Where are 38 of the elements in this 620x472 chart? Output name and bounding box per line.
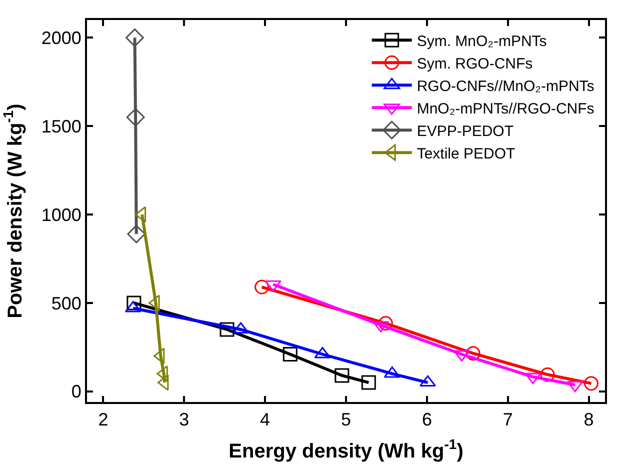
point [361, 375, 376, 390]
y-tick-label: 1000 [41, 204, 82, 225]
legend-label: MnO₂-mPNTs//RGO-CNFs [416, 100, 594, 118]
y-tick-label: 500 [51, 293, 82, 314]
legend-label: Textile PEDOT [416, 145, 516, 162]
point [134, 206, 146, 223]
point [524, 372, 542, 384]
y-tick-label: 0 [71, 382, 82, 402]
point [540, 367, 555, 382]
point [126, 28, 144, 47]
x-tick-label: 3 [179, 410, 190, 430]
y-tick-label: 2000 [41, 28, 82, 48]
point [157, 374, 169, 391]
x-tick-label: 7 [502, 410, 513, 430]
point [153, 348, 165, 364]
point [466, 346, 480, 361]
point [220, 322, 234, 337]
legend-label: RGO-CNFs//MnO₂-mPNTs [416, 78, 594, 95]
point [126, 108, 145, 126]
point [566, 380, 584, 392]
y-tick-label: 1500 [41, 116, 82, 136]
x-tick-label: 6 [422, 410, 432, 430]
x-axis-title: Energy density (Wh kg$^{-1}$) [228, 436, 464, 463]
point [264, 280, 282, 292]
point [584, 376, 598, 391]
legend-label: Sym. RGO-CNFs [416, 55, 533, 72]
point [254, 280, 270, 294]
point [282, 347, 298, 362]
x-tick-label: 2 [98, 410, 108, 430]
x-tick-label: 4 [260, 410, 270, 430]
x-tick-label: 5 [340, 410, 352, 430]
point [378, 316, 393, 331]
legend-label: Sym. MnO₂-mPNTs [416, 32, 547, 50]
point [127, 224, 146, 244]
x-tick-label: 8 [584, 410, 594, 430]
point [126, 296, 142, 310]
legend-label: EVPP-PEDOT [416, 122, 514, 140]
point [334, 368, 350, 383]
